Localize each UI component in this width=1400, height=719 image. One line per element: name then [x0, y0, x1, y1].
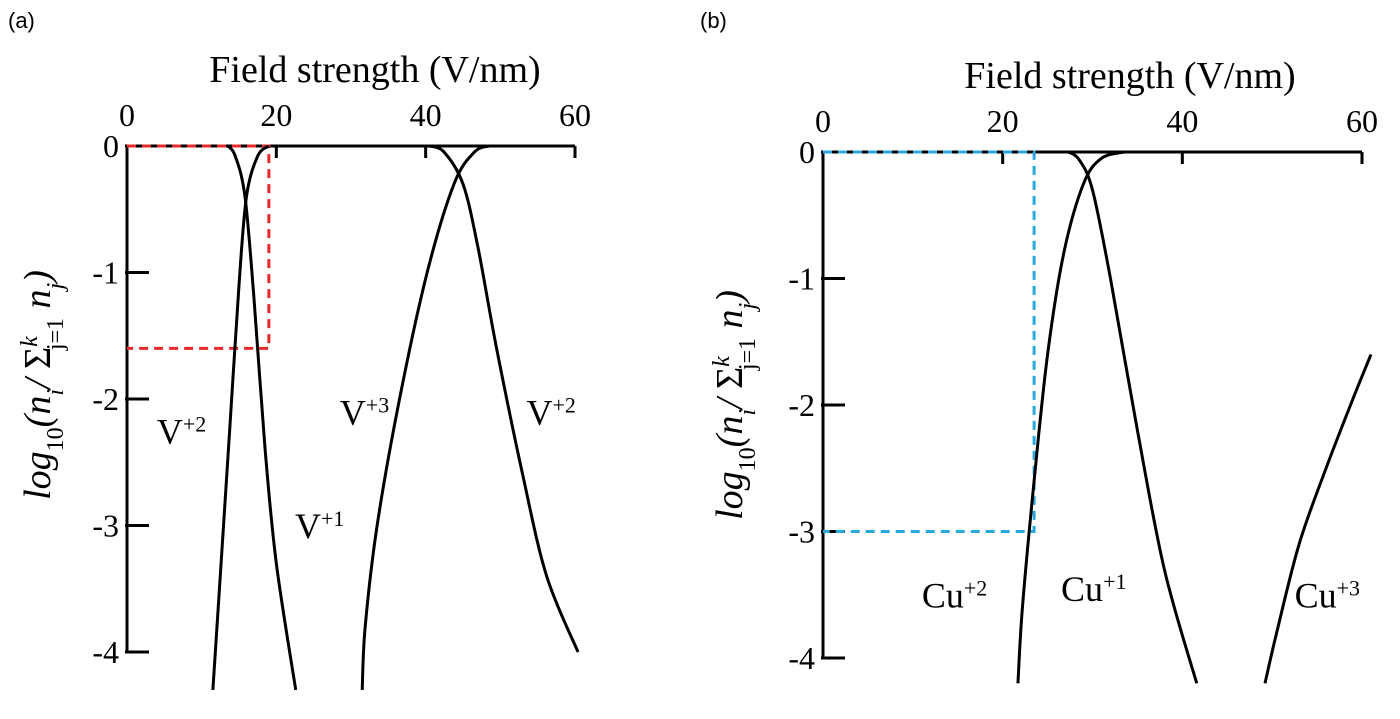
series-label-charge: +2 [183, 411, 206, 436]
series-label: V+3 [340, 392, 389, 433]
y-tick-label: -3 [92, 508, 119, 544]
y-tick-label: -2 [92, 381, 119, 417]
x-tick-label: 60 [1346, 103, 1378, 139]
series-line-Vplus2 [211, 144, 270, 691]
series-label-base: Cu [1295, 575, 1337, 615]
series-label-charge: +2 [552, 392, 575, 417]
y-tick-label: 0 [103, 128, 119, 164]
series-line-Vplus3 [360, 144, 490, 691]
series-label-base: V [526, 392, 552, 432]
series-label-charge: +2 [964, 575, 987, 600]
series-label: Cu+2 [922, 575, 987, 616]
y-axis-title-part: k [17, 336, 43, 347]
series-line-Cuplus1 [1067, 150, 1199, 684]
series-label-base: V [295, 506, 321, 546]
guide-dashed-line [823, 150, 1036, 533]
series-line-Vplus1 [226, 144, 298, 691]
x-axis-title: Field strength (V/nm) [209, 49, 540, 91]
series-label-charge: +3 [366, 392, 389, 417]
series-label-base: Cu [1061, 569, 1103, 609]
y-tick-label: -2 [788, 387, 815, 423]
y-axis-title-part: n [709, 309, 751, 338]
y-axis-title-part: ) [17, 270, 59, 285]
y-tick-label: -1 [92, 255, 119, 291]
y-tick-label: -1 [788, 261, 815, 297]
x-tick-label: 20 [260, 97, 292, 133]
series-line-Cuplus3 [1263, 353, 1373, 684]
panel-b: (b) Field strength (V/nm) 0 20 40 60 0 -1 -2 -3 -4… [700, 8, 1378, 684]
y-axis-title-part: j=1 [43, 318, 69, 351]
x-tick-label: 40 [1166, 103, 1198, 139]
y-axis-title-part: 10 [43, 427, 69, 451]
series-label-charge: +1 [1103, 569, 1126, 594]
y-axis-title-part: n [17, 289, 59, 318]
y-axis-title-part: 10 [735, 447, 761, 471]
series-line-Vplus2 [428, 144, 580, 653]
y-axis-title-part: i [735, 409, 761, 416]
y-tick-label: -3 [788, 514, 815, 550]
series-label-base: V [157, 411, 183, 451]
y-axis-title-part: j [735, 302, 761, 312]
x-axis-title: Field strength (V/nm) [964, 55, 1295, 97]
y-axis-title: log10(ni/ Σkj=1 nj) [709, 290, 761, 520]
series-label-charge: +3 [1337, 575, 1360, 600]
y-axis-title-part: i [43, 389, 69, 396]
series-label-base: Cu [922, 575, 964, 615]
y-tick-label: -4 [788, 640, 815, 676]
y-axis-title-part: j [43, 282, 69, 292]
y-axis-title-part: / [709, 389, 751, 411]
x-tick-label: 40 [410, 97, 442, 133]
panel-label: (b) [700, 8, 727, 33]
y-axis-title-part: ) [709, 290, 751, 305]
y-axis-title-part: (n [709, 416, 751, 448]
y-axis-title-part: log [17, 451, 59, 500]
series-label: V+1 [295, 506, 344, 547]
x-tick-label: 60 [559, 97, 591, 133]
y-tick-label: 0 [799, 134, 815, 170]
guide-dashed-line [127, 144, 271, 350]
series-label-charge: +1 [321, 506, 344, 531]
series-label: Cu+3 [1295, 575, 1360, 616]
y-axis-title-part: j=1 [735, 338, 761, 371]
x-tick-label: 0 [119, 97, 135, 133]
x-tick-label: 0 [815, 103, 831, 139]
y-tick-label: -4 [92, 634, 119, 670]
y-axis-title-part: Σ [17, 347, 59, 369]
series-label: Cu+1 [1061, 569, 1126, 610]
y-axis-title: log10(ni/ Σkj=1 nj) [17, 270, 69, 500]
y-axis-title-part: (n [17, 396, 59, 428]
series-label: V+2 [157, 411, 206, 452]
x-tick-label: 20 [987, 103, 1019, 139]
panel-label: (a) [8, 8, 35, 33]
panel-a: (a) Field strength (V/nm) 0 20 40 60 0 -1 -2 -3 -4… [8, 8, 591, 691]
series-label-base: V [340, 392, 366, 432]
series-label: V+2 [526, 392, 575, 433]
y-axis-title-part: Σ [709, 367, 751, 389]
y-axis-title-part: log [709, 471, 751, 520]
y-axis-title-part: k [709, 356, 735, 367]
y-axis-title-part: / [17, 369, 59, 391]
series-line-Cuplus2 [1016, 150, 1125, 684]
